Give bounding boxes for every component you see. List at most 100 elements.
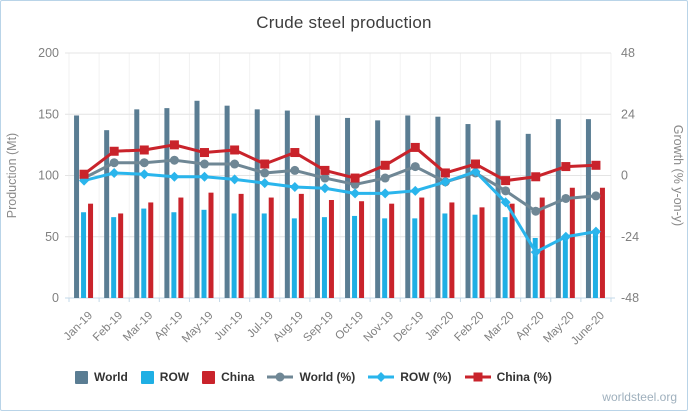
bar-world-Mar-19	[134, 109, 140, 298]
bar-china-Sep-19	[328, 200, 334, 298]
marker-circle	[320, 173, 330, 183]
right-axis-tick-label: -48	[621, 291, 639, 305]
legend-square-marker-icon	[464, 372, 491, 382]
marker-circle	[531, 206, 541, 216]
legend-item-row[interactable]: ROW	[140, 370, 190, 384]
bar-china-Jan-20	[449, 202, 455, 298]
marker-diamond	[229, 174, 240, 185]
marker-circle	[501, 186, 511, 196]
marker-diamond	[380, 188, 391, 199]
bar-row-Nov-19	[382, 218, 388, 298]
marker-circle	[561, 193, 571, 203]
marker-square	[169, 140, 179, 150]
bar-row-Mar-19	[141, 208, 147, 298]
bar-china-May-19	[208, 192, 214, 298]
x-axis-label: Jan-20	[423, 310, 456, 343]
bar-row-Sep-19	[321, 217, 327, 298]
marker-square	[561, 162, 571, 172]
marker-square	[501, 176, 511, 186]
marker-circle	[591, 191, 601, 201]
bar-row-Mar-20	[502, 217, 508, 298]
marker-diamond	[530, 247, 541, 258]
legend-item-row-[interactable]: ROW (%)	[368, 370, 452, 384]
marker-square	[260, 159, 270, 169]
left-axis-tick-label: 150	[38, 107, 59, 121]
bar-world-Jan-20	[435, 116, 441, 298]
marker-square	[139, 145, 149, 155]
bar-world-Feb-19	[104, 130, 110, 298]
bar-china-Mar-20	[509, 203, 515, 298]
marker-circle	[380, 173, 390, 183]
bar-row-Feb-20	[472, 214, 478, 298]
x-axis-label: Dec-19	[392, 310, 427, 345]
x-axis-label: Jun-19	[212, 310, 245, 343]
x-axis-label: Sep-19	[301, 310, 336, 345]
x-axis-label: Mar-20	[482, 310, 516, 344]
legend-item-china[interactable]: China	[202, 370, 254, 384]
x-axis-label: Aug-19	[271, 310, 306, 345]
marker-diamond	[319, 183, 330, 194]
legend-label: ROW	[159, 370, 190, 384]
right-axis-tick-label: -24	[621, 230, 639, 244]
right-axis-title: Growth (% y-on-y)	[671, 125, 685, 226]
bar-china-Oct-19	[359, 201, 365, 298]
x-axis-label: May-19	[180, 310, 216, 346]
marker-circle	[139, 158, 149, 168]
legend-item-china-[interactable]: China (%)	[464, 370, 552, 384]
left-axis-tick-label: 100	[38, 169, 59, 183]
bar-world-Feb-20	[465, 124, 471, 298]
legend-item-world[interactable]: World	[75, 370, 128, 384]
marker-diamond	[470, 166, 481, 177]
marker-diamond	[560, 231, 571, 242]
legend-item-world-[interactable]: World (%)	[267, 370, 355, 384]
marker-square	[290, 148, 300, 158]
marker-diamond	[139, 169, 150, 180]
right-axis-tick-label: 48	[621, 46, 635, 60]
bar-china-Mar-19	[148, 202, 154, 298]
bar-china-Dec-19	[419, 197, 425, 298]
marker-circle	[169, 155, 179, 165]
marker-square	[380, 160, 390, 170]
bar-world-Jun-19	[224, 105, 230, 298]
left-axis-tick-label: 0	[52, 291, 59, 305]
marker-diamond	[410, 185, 421, 196]
marker-diamond	[109, 167, 120, 178]
bar-row-Oct-19	[352, 215, 358, 298]
legend-label: World	[94, 370, 128, 384]
bar-row-June-20	[592, 230, 598, 298]
marker-circle	[260, 168, 270, 178]
chart-legend: World ROW China World (%) ROW (%) China (%)	[75, 370, 677, 384]
legend-label: China	[221, 370, 255, 384]
marker-circle	[410, 162, 420, 172]
bar-world-Dec-19	[405, 115, 411, 298]
bar-china-June-20	[599, 187, 605, 298]
bar-china-Jul-19	[268, 197, 274, 298]
x-axis-label: Mar-19	[121, 310, 155, 344]
bar-china-Apr-19	[178, 197, 184, 298]
legend-label: ROW (%)	[400, 370, 452, 384]
bar-world-May-20	[555, 119, 561, 299]
marker-circle	[230, 159, 240, 169]
bar-row-Aug-19	[291, 218, 297, 298]
bar-china-May-20	[569, 187, 575, 298]
bar-row-Apr-20	[532, 237, 538, 298]
bar-row-Feb-19	[111, 217, 117, 298]
marker-square	[230, 145, 240, 155]
bar-world-June-20	[585, 119, 591, 299]
left-axis-tick-label: 50	[45, 230, 59, 244]
bar-china-Nov-19	[389, 203, 395, 298]
marker-square	[200, 148, 209, 158]
bar-row-Apr-19	[171, 212, 177, 298]
marker-square	[79, 169, 89, 179]
marker-square	[440, 168, 450, 178]
marker-circle	[200, 159, 209, 169]
credit-text: worldsteel.org	[602, 390, 677, 404]
bar-china-Feb-19	[118, 213, 124, 298]
right-axis-tick-label: 24	[621, 107, 635, 121]
marker-diamond	[289, 181, 300, 192]
x-axis-label: Feb-19	[91, 310, 125, 344]
line-square	[83, 143, 597, 183]
legend-diamond-marker-icon	[368, 372, 395, 382]
bar-row-Jun-19	[231, 213, 237, 298]
